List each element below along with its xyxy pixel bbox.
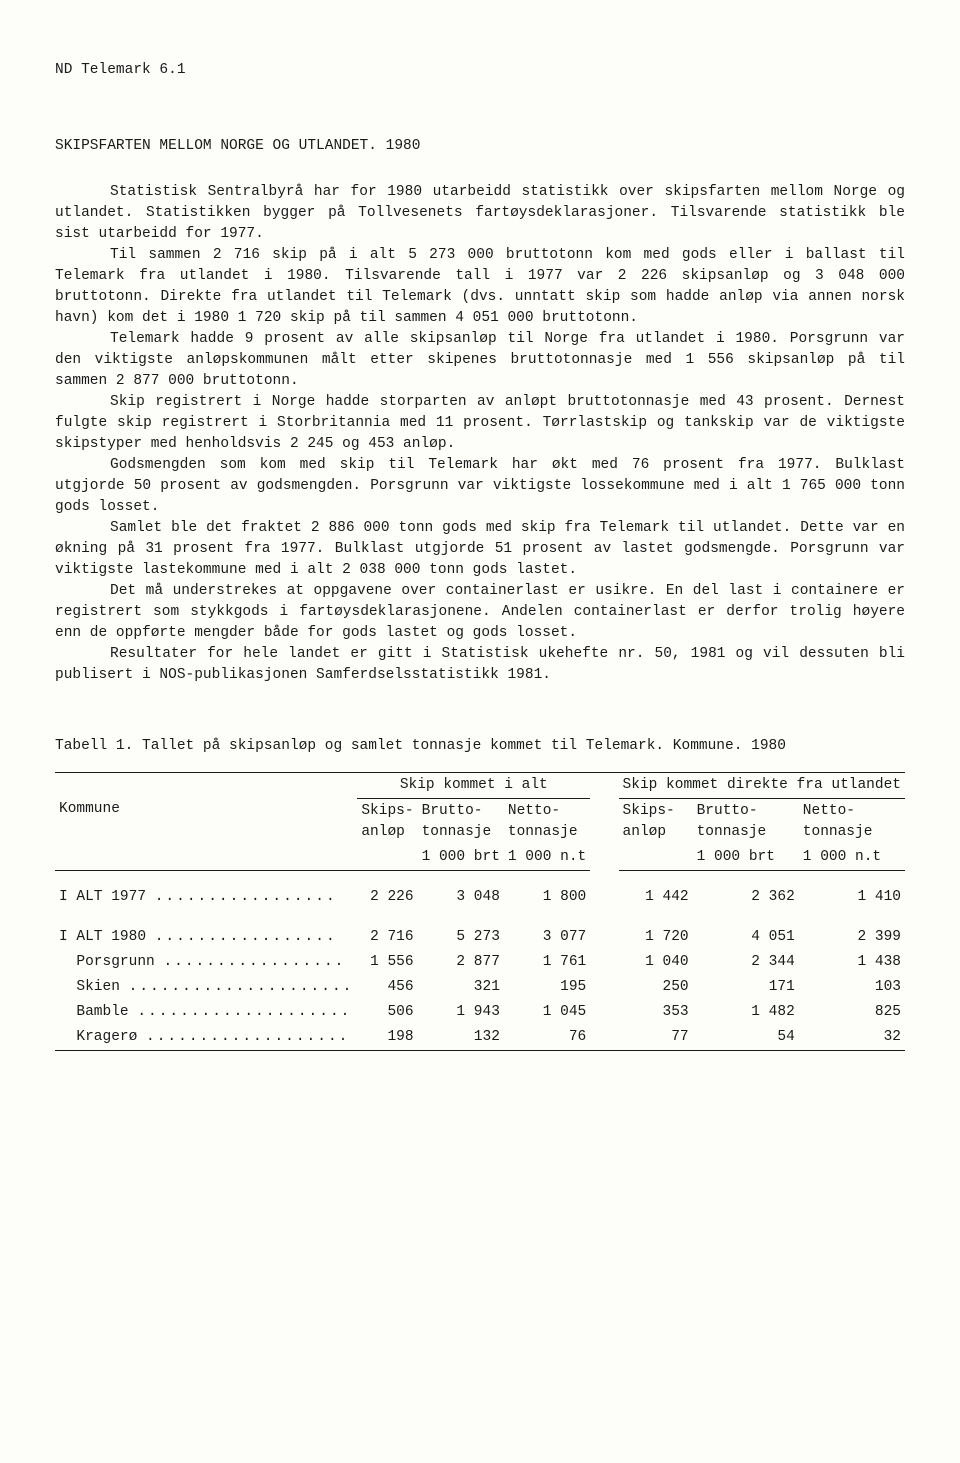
table-header-group-row: Kommune Skip kommet i alt Skip kommet di…: [55, 773, 905, 799]
unit-nt-1: 1 000 n.t: [504, 845, 590, 871]
col-skips-2: Skips-anløp: [619, 799, 693, 846]
cell: 2 344: [693, 950, 799, 975]
table-title: Tabell 1. Tallet på skipsanløp og samlet…: [55, 736, 905, 757]
row-label: Porsgrunn .................: [55, 950, 357, 975]
col-spacer: [590, 773, 618, 871]
cell: 5 273: [418, 925, 504, 950]
para-6: Samlet ble det fraktet 2 886 000 tonn go…: [55, 518, 905, 581]
cell: 3 077: [504, 925, 590, 950]
cell: 321: [418, 975, 504, 1000]
cell: 2 226: [357, 885, 417, 910]
cell: 1 761: [504, 950, 590, 975]
cell: 1 040: [619, 950, 693, 975]
cell: 1 442: [619, 885, 693, 910]
cell: 353: [619, 1000, 693, 1025]
cell: 103: [799, 975, 905, 1000]
col-group-1: Skip kommet i alt: [357, 773, 590, 799]
cell: 76: [504, 1025, 590, 1051]
cell: 825: [799, 1000, 905, 1025]
cell: 250: [619, 975, 693, 1000]
para-5: Godsmengden som kom med skip til Telemar…: [55, 455, 905, 518]
table-header-unit-row: 1 000 brt 1 000 n.t 1 000 brt 1 000 n.t: [55, 845, 905, 871]
table-row: Porsgrunn ................. 1 556 2 877 …: [55, 950, 905, 975]
col-netto-1: Netto-tonnasje: [504, 799, 590, 846]
cell: 2 877: [418, 950, 504, 975]
table-row: I ALT 1980 ................. 2 716 5 273…: [55, 925, 905, 950]
col-skips-1: Skips-anløp: [357, 799, 417, 846]
doc-code: ND Telemark 6.1: [55, 62, 186, 78]
table-body: I ALT 1977 ................. 2 226 3 048…: [55, 871, 905, 1050]
page-title: SKIPSFARTEN MELLOM NORGE OG UTLANDET. 19…: [55, 136, 905, 157]
cell: 171: [693, 975, 799, 1000]
cell: 1 482: [693, 1000, 799, 1025]
row-label: I ALT 1980 .................: [55, 925, 357, 950]
table-1: Kommune Skip kommet i alt Skip kommet di…: [55, 772, 905, 1050]
cell: 1 556: [357, 950, 417, 975]
table-row: Skien ..................... 456 321 195 …: [55, 975, 905, 1000]
col-group-2: Skip kommet direkte fra utlandet: [619, 773, 905, 799]
cell: 3 048: [418, 885, 504, 910]
para-2: Til sammen 2 716 skip på i alt 5 273 000…: [55, 245, 905, 329]
cell: 1 800: [504, 885, 590, 910]
cell: 1 410: [799, 885, 905, 910]
cell: 506: [357, 1000, 417, 1025]
cell: 77: [619, 1025, 693, 1051]
unit-nt-2: 1 000 n.t: [799, 845, 905, 871]
para-3: Telemark hadde 9 prosent av alle skipsan…: [55, 329, 905, 392]
table-row: Bamble .................... 506 1 943 1 …: [55, 1000, 905, 1025]
row-label: Kragerø ...................: [55, 1025, 357, 1051]
cell: 1 045: [504, 1000, 590, 1025]
table-title-text: Tabell 1. Tallet på skipsanløp og samlet…: [55, 738, 786, 754]
title-text: SKIPSFARTEN MELLOM NORGE OG UTLANDET. 19…: [55, 138, 420, 154]
cell: 1 438: [799, 950, 905, 975]
table-row: I ALT 1977 ................. 2 226 3 048…: [55, 885, 905, 910]
cell: 54: [693, 1025, 799, 1051]
cell: 456: [357, 975, 417, 1000]
cell: 132: [418, 1025, 504, 1051]
col-brutto-1: Brutto-tonnasje: [418, 799, 504, 846]
para-1: Statistisk Sentralbyrå har for 1980 utar…: [55, 182, 905, 245]
cell: 198: [357, 1025, 417, 1051]
col-netto-2: Netto-tonnasje: [799, 799, 905, 846]
para-8: Resultater for hele landet er gitt i Sta…: [55, 644, 905, 686]
unit-blank-2: [357, 845, 417, 871]
cell: 32: [799, 1025, 905, 1051]
body-text: Statistisk Sentralbyrå har for 1980 utar…: [55, 182, 905, 686]
para-4: Skip registrert i Norge hadde storparten…: [55, 392, 905, 455]
row-label: Skien .....................: [55, 975, 357, 1000]
cell: 2 362: [693, 885, 799, 910]
col-kommune: Kommune: [55, 773, 357, 846]
cell: 195: [504, 975, 590, 1000]
cell: 2 399: [799, 925, 905, 950]
unit-blank-3: [619, 845, 693, 871]
unit-blank-1: [55, 845, 357, 871]
document-header: ND Telemark 6.1: [55, 60, 905, 81]
cell: 2 716: [357, 925, 417, 950]
row-label: Bamble ....................: [55, 1000, 357, 1025]
cell: 1 720: [619, 925, 693, 950]
unit-brt-2: 1 000 brt: [693, 845, 799, 871]
cell: 4 051: [693, 925, 799, 950]
para-7: Det må understrekes at oppgavene over co…: [55, 581, 905, 644]
col-brutto-2: Brutto-tonnasje: [693, 799, 799, 846]
row-label: I ALT 1977 .................: [55, 885, 357, 910]
unit-brt-1: 1 000 brt: [418, 845, 504, 871]
cell: 1 943: [418, 1000, 504, 1025]
table-row: Kragerø ................... 198 132 76 7…: [55, 1025, 905, 1051]
